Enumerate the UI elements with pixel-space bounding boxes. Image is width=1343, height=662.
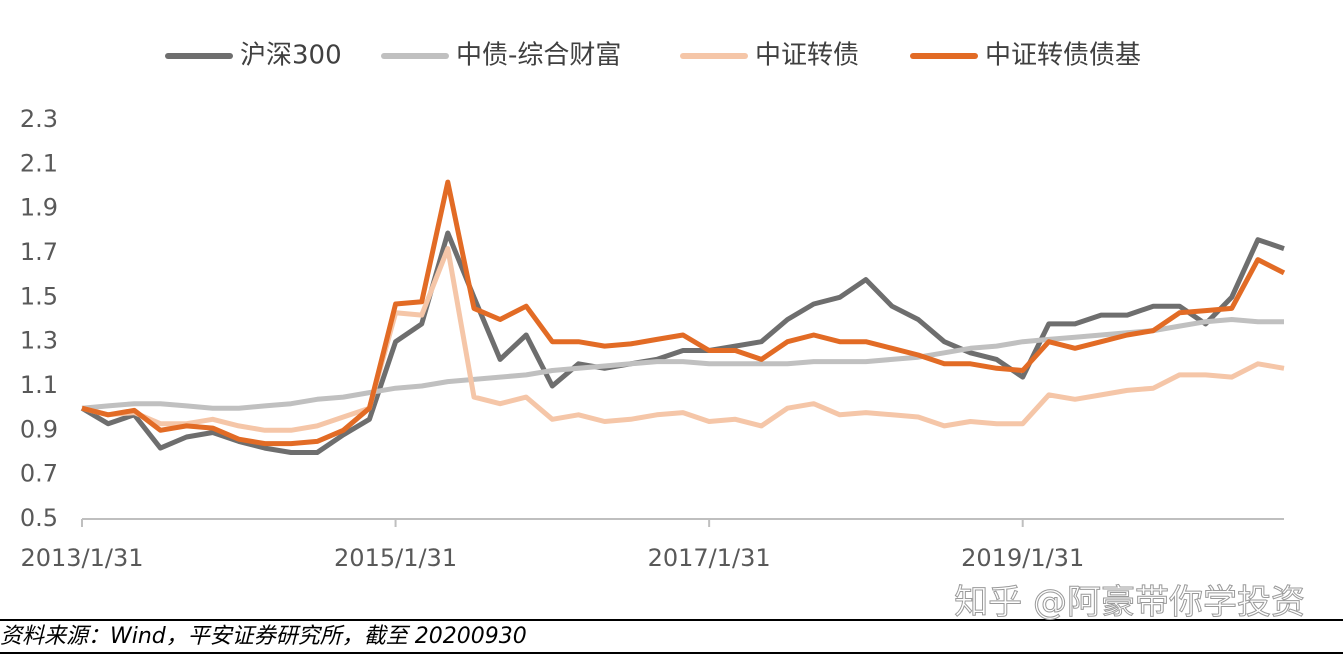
legend-label: 中证转债债基 xyxy=(985,41,1141,71)
y-tick-label: 0.9 xyxy=(20,415,58,443)
x-tick-label: 2015/1/31 xyxy=(334,544,457,572)
x-tick-label: 2017/1/31 xyxy=(648,544,771,572)
x-tick-label: 2019/1/31 xyxy=(961,544,1084,572)
legend-label: 中证转债 xyxy=(755,41,859,71)
y-tick-label: 1.1 xyxy=(20,371,58,399)
y-tick-label: 2.3 xyxy=(20,105,58,133)
y-tick-label: 1.9 xyxy=(20,194,58,222)
y-tick-label: 1.3 xyxy=(20,327,58,355)
source-note: 资料来源：Wind，平安证券研究所，截至 20200930 xyxy=(0,624,527,649)
y-tick-label: 1.7 xyxy=(20,238,58,266)
series-line xyxy=(81,179,1286,447)
series-line xyxy=(81,246,1285,433)
y-tick-label: 2.1 xyxy=(20,149,58,177)
series-line xyxy=(80,230,1285,455)
x-tick-label: 2013/1/31 xyxy=(20,544,143,572)
y-tick-label: 0.5 xyxy=(20,504,58,532)
series-line xyxy=(81,317,1284,411)
legend-label: 中债-综合财富 xyxy=(456,41,621,71)
y-tick-label: 0.7 xyxy=(20,460,58,488)
legend-label: 沪深300 xyxy=(240,41,342,71)
watermark: 知乎 @阿豪带你学投资 xyxy=(954,583,1305,623)
y-tick-label: 1.5 xyxy=(20,282,58,310)
